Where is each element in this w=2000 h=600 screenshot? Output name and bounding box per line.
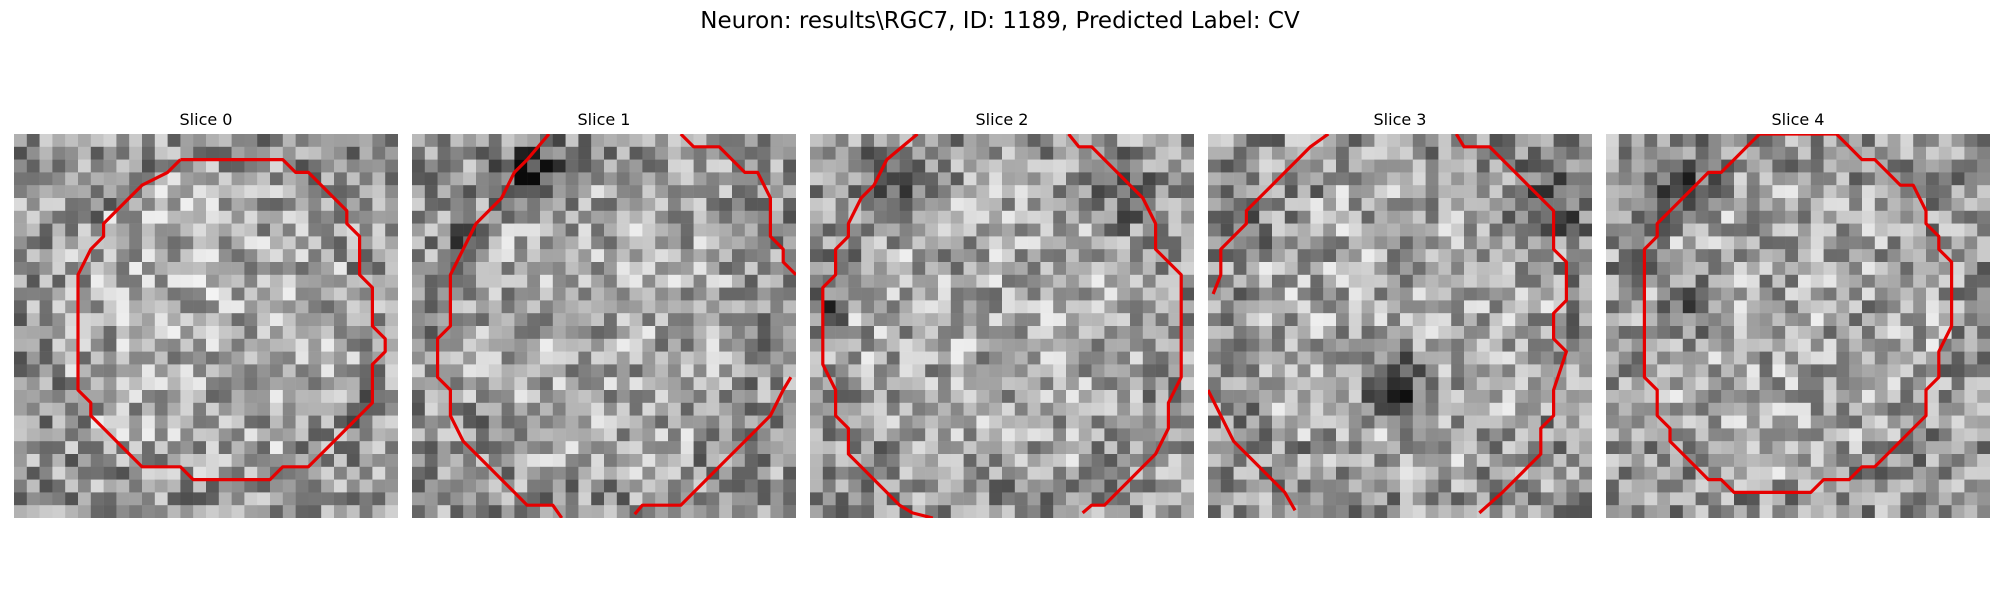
slice-image <box>1606 134 1990 518</box>
slice-title: Slice 2 <box>975 110 1029 129</box>
slice-panel-1: Slice 1 <box>412 110 796 518</box>
slice-panel-4: Slice 4 <box>1606 110 1990 518</box>
cell-contour <box>633 376 793 516</box>
slice-panel-0: Slice 0 <box>14 110 398 518</box>
slice-title: Slice 0 <box>179 110 233 129</box>
slice-panel-2: Slice 2 <box>810 110 1194 518</box>
cell-contour <box>76 158 387 482</box>
cell-contour <box>679 134 796 276</box>
slice-image <box>412 134 796 518</box>
slice-title: Slice 4 <box>1771 110 1825 129</box>
figure-title: Neuron: results\RGC7, ID: 1189, Predicte… <box>700 8 1300 34</box>
slice-image <box>1208 134 1592 518</box>
slice-image <box>810 134 1194 518</box>
slice-panel-3: Slice 3 <box>1208 110 1592 518</box>
slice-title: Slice 1 <box>577 110 631 129</box>
cell-contour <box>1208 389 1297 512</box>
cell-contour <box>1211 134 1330 295</box>
slice-image <box>14 134 398 518</box>
slice-title: Slice 3 <box>1373 110 1427 129</box>
cell-contour <box>821 134 934 518</box>
cell-contour <box>1454 134 1568 515</box>
cell-contour <box>1642 134 1954 494</box>
cell-contour <box>436 134 564 518</box>
cell-contour <box>1067 134 1183 515</box>
